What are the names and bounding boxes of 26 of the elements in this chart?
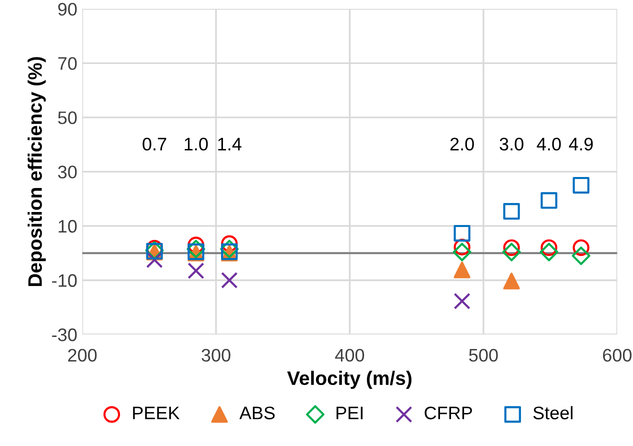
x-axis-title: Velocity (m/s) — [287, 370, 412, 389]
legend-label: PEI — [336, 406, 363, 420]
legend-label: ABS — [239, 406, 275, 420]
legend-label: Steel — [533, 406, 572, 420]
annotation: 3.0 — [500, 138, 524, 151]
x-tick-label: 600 — [603, 348, 632, 362]
y-tick-label: 70 — [58, 57, 77, 70]
y-tick-label: 90 — [58, 2, 77, 16]
y-tick-label: 30 — [58, 166, 77, 178]
annotation: 1.0 — [184, 138, 208, 151]
annotation: 1.4 — [218, 138, 242, 150]
legend-label: CFRP — [424, 406, 472, 420]
y-tick-label: -30 — [52, 328, 77, 342]
x-tick-label: 300 — [202, 348, 230, 362]
x-tick-label: 200 — [68, 348, 97, 362]
y-tick-label: 50 — [58, 111, 77, 124]
legend-label: PEEK — [133, 406, 180, 420]
annotation: 2.0 — [450, 138, 474, 151]
x-tick-label: 500 — [469, 348, 498, 362]
annotation: 4.0 — [536, 138, 561, 151]
y-axis-title: Deposition efficiency (%) — [28, 57, 46, 286]
annotation: 0.7 — [142, 138, 166, 151]
y-tick-label: -10 — [52, 274, 77, 287]
y-tick-label: 10 — [58, 220, 77, 233]
x-tick-label: 400 — [335, 348, 364, 362]
annotation: 4.9 — [568, 138, 593, 151]
